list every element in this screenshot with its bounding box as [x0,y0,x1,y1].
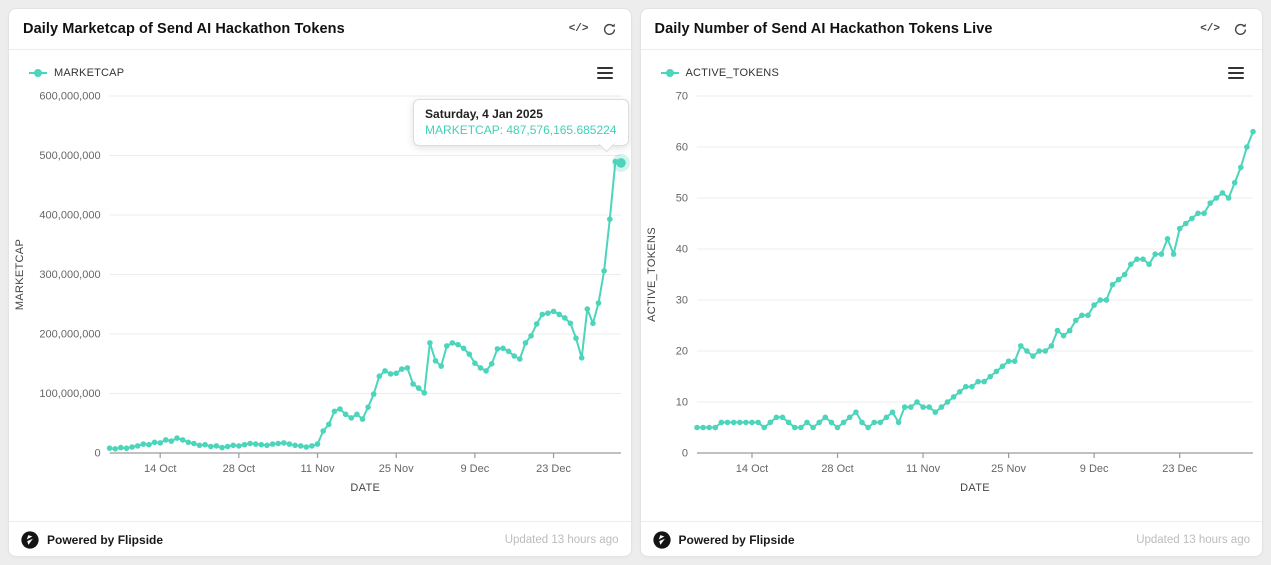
svg-text:14 Oct: 14 Oct [735,463,767,475]
flipside-link[interactable]: Powered by Flipside [21,531,163,549]
tooltip-date: Saturday, 4 Jan 2025 [425,106,543,121]
svg-text:DATE: DATE [350,482,380,494]
svg-text:500,000,000: 500,000,000 [39,150,100,162]
svg-text:0: 0 [94,448,100,460]
svg-text:MARKETCAP: MARKETCAP [14,239,26,310]
svg-text:400,000,000: 400,000,000 [39,210,100,222]
refresh-icon[interactable] [602,22,617,37]
page-title: Daily Number of Send AI Hackathon Tokens… [654,21,993,37]
panel-header: Daily Number of Send AI Hackathon Tokens… [640,9,1262,50]
updated-timestamp: Updated 13 hours ago [504,534,619,546]
svg-text:50: 50 [675,193,687,205]
svg-text:25 Nov: 25 Nov [991,463,1026,475]
powered-by-label: Powered by Flipside [678,533,795,547]
legend-item-marketcap[interactable]: MARKETCAP [29,67,124,79]
panel-footer: Powered by Flipside Updated 13 hours ago [9,521,631,556]
flipside-logo-icon [652,531,671,549]
svg-text:600,000,000: 600,000,000 [39,91,100,103]
legend-marker-icon [660,69,679,77]
powered-by-label: Powered by Flipside [47,533,164,547]
page-title: Daily Marketcap of Send AI Hackathon Tok… [23,21,345,37]
flipside-logo-icon [21,531,39,549]
svg-text:100,000,000: 100,000,000 [39,388,100,400]
svg-text:23 Dec: 23 Dec [1162,463,1197,475]
svg-text:70: 70 [675,91,687,103]
marketcap-chart[interactable]: 0 100,000,000 200,000,000 300,000,000 400,00… [9,84,631,521]
active-tokens-chart[interactable]: 0 10 20 30 40 50 60 70 14 Oct 28 Oct 11 Nov 25 Nov 9… [641,84,1263,521]
svg-text:9 Dec: 9 Dec [1079,463,1108,475]
svg-text:30: 30 [675,295,687,307]
svg-text:28 Oct: 28 Oct [223,463,255,475]
svg-text:DATE: DATE [960,482,990,494]
svg-text:ACTIVE_TOKENS: ACTIVE_TOKENS [646,227,658,322]
legend-marker-icon [29,69,47,77]
marketcap-panel: Daily Marketcap of Send AI Hackathon Tok… [8,8,632,557]
chart-body: MARKETCAP 0 100,000,000 200,000,000 300,000… [9,50,631,521]
legend-label: ACTIVE_TOKENS [685,67,779,79]
svg-text:28 Oct: 28 Oct [821,463,853,475]
panel-footer: Powered by Flipside Updated 13 hours ago [640,521,1262,556]
svg-text:11 Nov: 11 Nov [906,463,941,475]
chart-menu-icon[interactable] [596,65,613,82]
chart-body: ACTIVE_TOKENS 0 10 20 30 40 50 60 70 14 Oct 28 Oc… [641,50,1263,521]
svg-text:60: 60 [675,142,687,154]
svg-text:10: 10 [675,397,687,409]
svg-text:23 Dec: 23 Dec [536,463,571,475]
svg-text:200,000,000: 200,000,000 [39,329,100,341]
refresh-icon[interactable] [1233,22,1248,37]
svg-text:40: 40 [675,244,687,256]
svg-text:9 Dec: 9 Dec [461,463,490,475]
flipside-link[interactable]: Powered by Flipside [652,531,795,549]
legend-item-active-tokens[interactable]: ACTIVE_TOKENS [660,67,779,79]
tooltip-value: MARKETCAP: 487,576,165.685224 [425,122,617,137]
svg-text:20: 20 [675,346,687,358]
svg-text:14 Oct: 14 Oct [144,463,176,475]
svg-text:0: 0 [681,448,687,460]
svg-text:300,000,000: 300,000,000 [39,269,100,281]
legend-label: MARKETCAP [54,67,125,79]
code-icon[interactable]: </> [568,23,589,35]
svg-text:25 Nov: 25 Nov [379,463,414,475]
panel-header: Daily Marketcap of Send AI Hackathon Tok… [9,9,631,50]
active-tokens-panel: Daily Number of Send AI Hackathon Tokens… [639,8,1263,557]
code-icon[interactable]: </> [1200,23,1220,35]
chart-menu-icon[interactable] [1228,65,1244,82]
svg-text:11 Nov: 11 Nov [301,463,336,475]
updated-timestamp: Updated 13 hours ago [1136,534,1250,546]
chart-tooltip: Saturday, 4 Jan 2025 MARKETCAP: 487,576,… [413,98,629,146]
